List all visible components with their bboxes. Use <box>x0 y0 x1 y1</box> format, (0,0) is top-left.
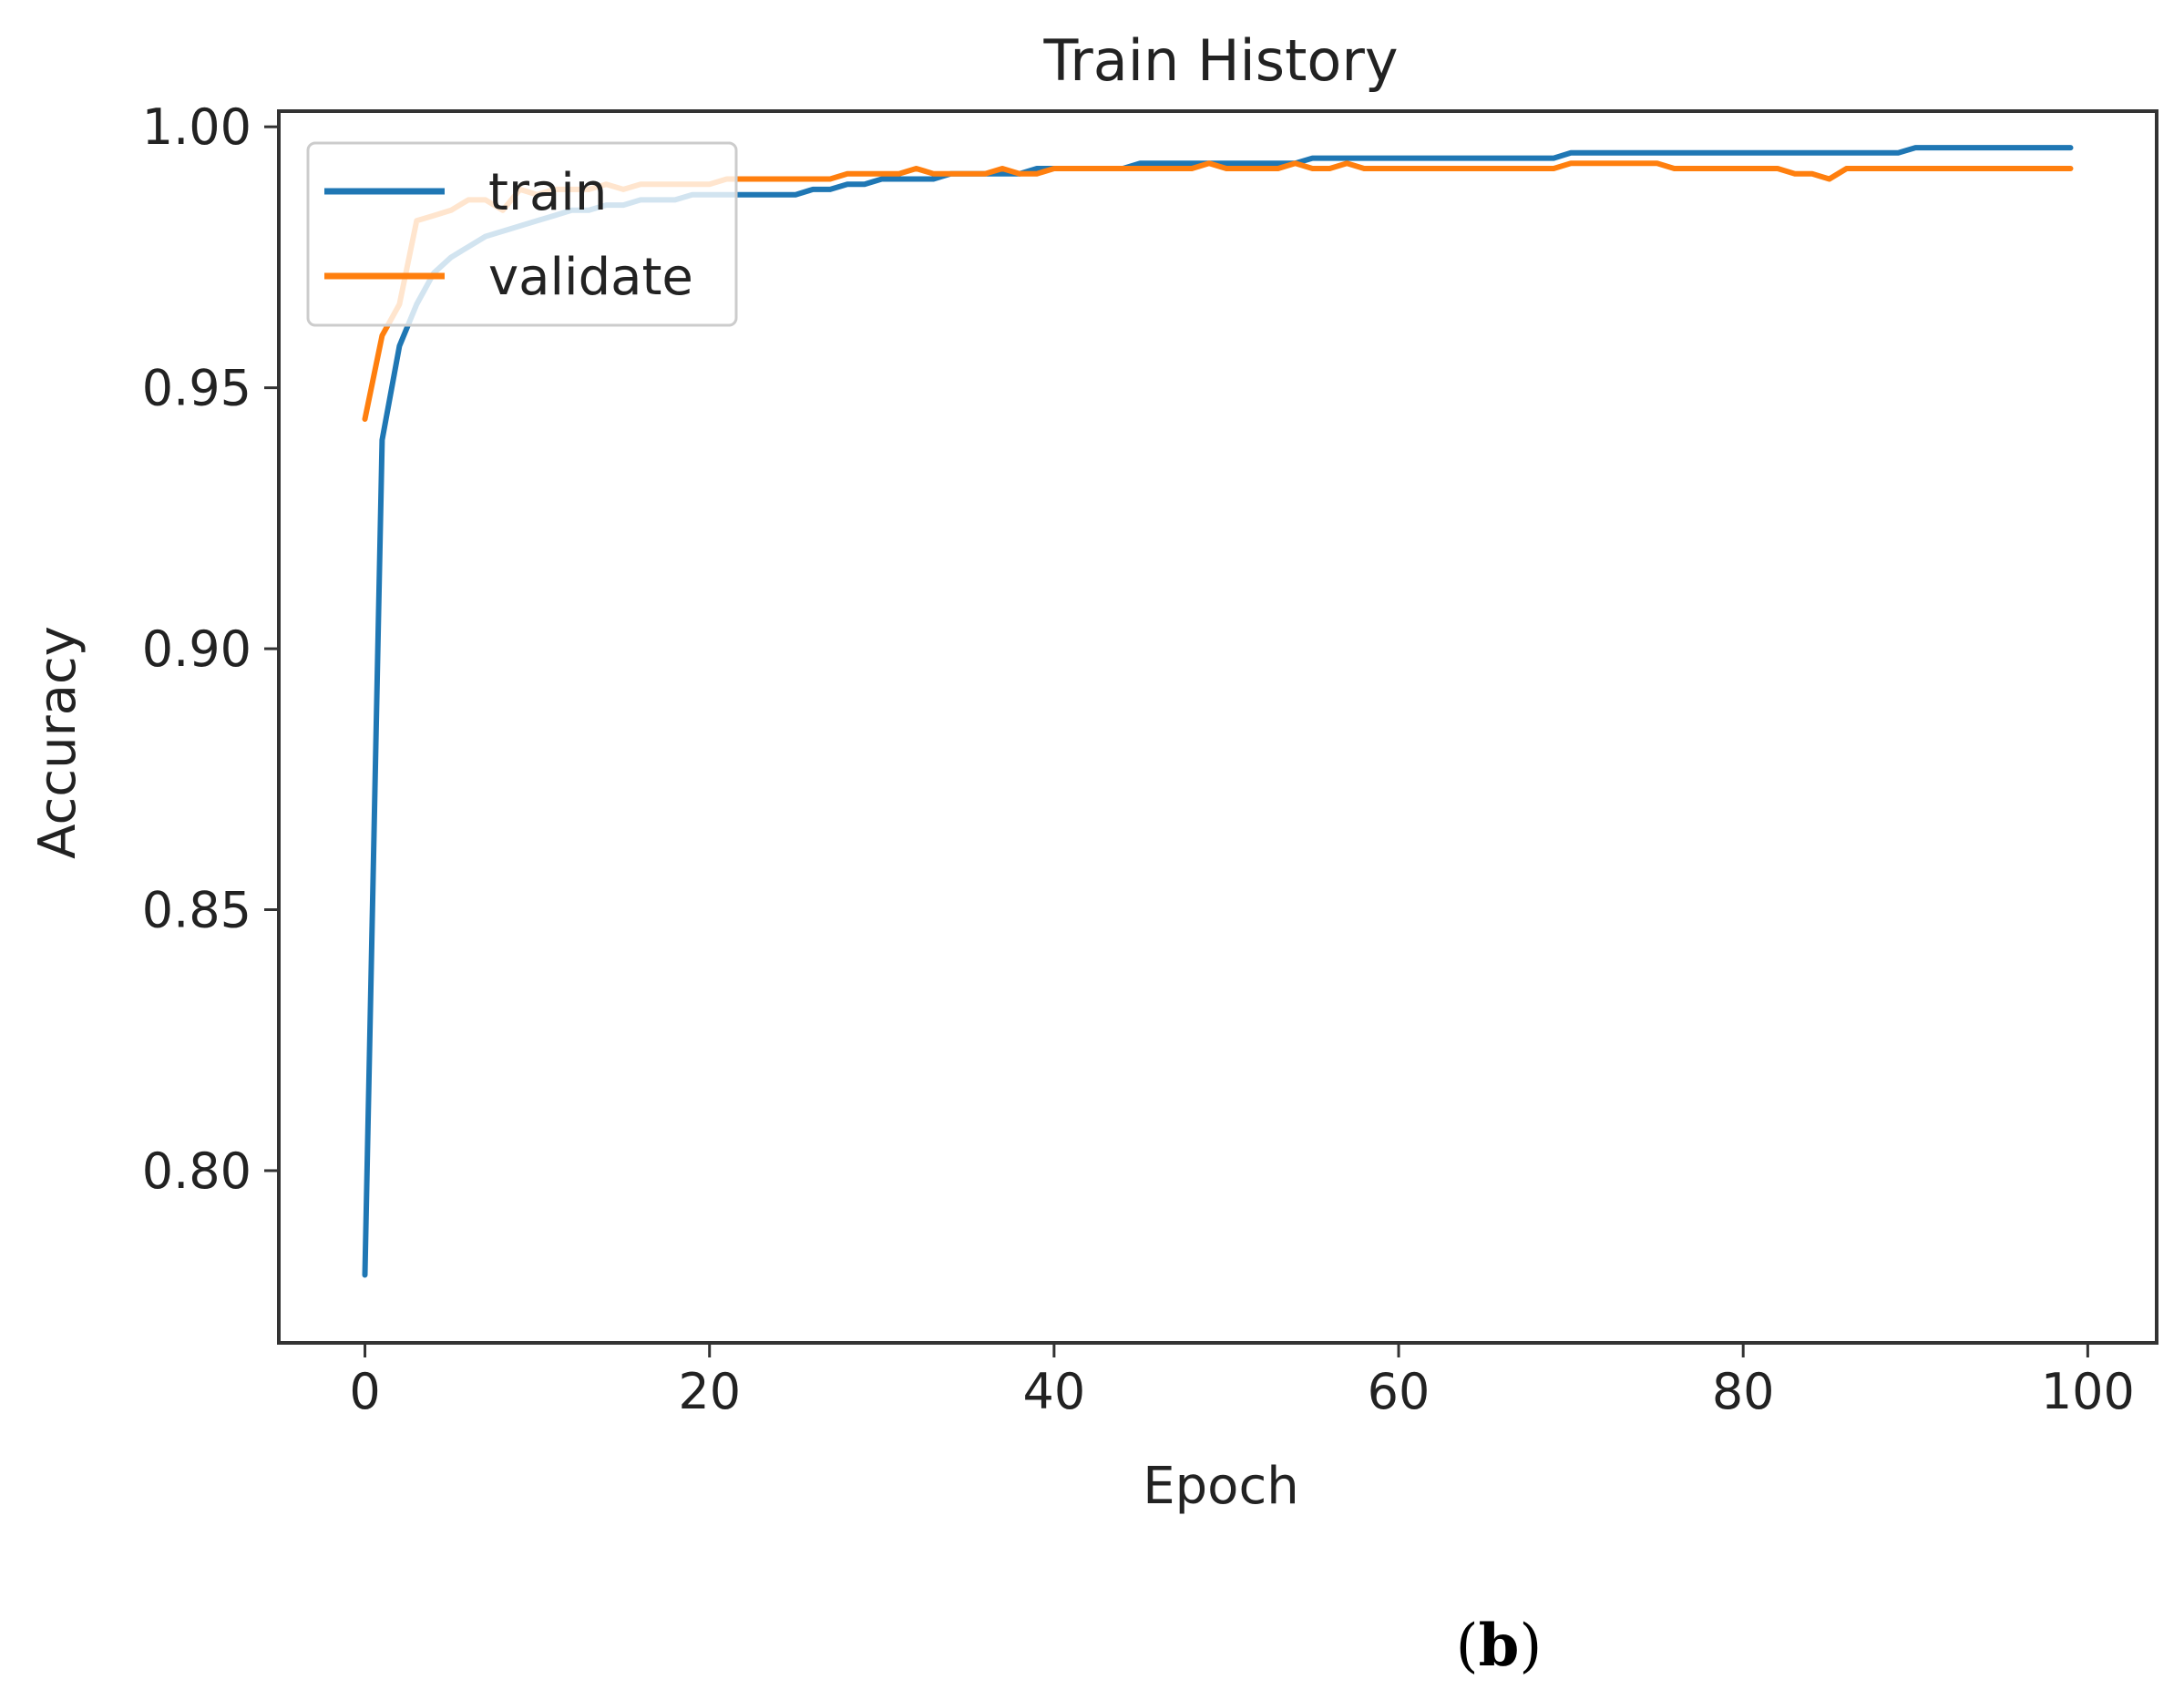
caption-close-paren: ) <box>1519 1613 1542 1680</box>
x-axis-label: Epoch <box>1143 1457 1298 1516</box>
y-tick-label: 0.80 <box>142 1142 251 1200</box>
y-tick-label: 0.85 <box>142 882 251 939</box>
legend-label-validate: validate <box>488 248 693 307</box>
y-tick-label: 1.00 <box>142 98 251 156</box>
chart-title: Train History <box>1042 27 1398 94</box>
y-axis-ticks: 0.80 0.85 0.90 0.95 1.00 <box>142 98 279 1200</box>
x-axis-ticks: 0 20 40 60 80 100 <box>349 1343 2135 1420</box>
legend: train validate <box>306 141 738 327</box>
figure-caption: (b) <box>1456 1612 1543 1680</box>
caption-letter: b <box>1479 1612 1520 1680</box>
y-tick-label: 0.90 <box>142 620 251 678</box>
plot-frame <box>277 109 2158 1345</box>
x-tick-label: 20 <box>678 1363 741 1420</box>
x-tick-label: 100 <box>2041 1363 2135 1420</box>
x-tick-label: 60 <box>1368 1363 1430 1420</box>
x-tick-label: 80 <box>1712 1363 1775 1420</box>
caption-open-paren: ( <box>1456 1613 1479 1680</box>
x-tick-label: 0 <box>349 1363 380 1420</box>
y-axis-label: Accuracy <box>28 626 87 859</box>
x-tick-label: 40 <box>1023 1363 1086 1420</box>
y-tick-label: 0.95 <box>142 360 251 417</box>
legend-label-train: train <box>488 163 607 222</box>
